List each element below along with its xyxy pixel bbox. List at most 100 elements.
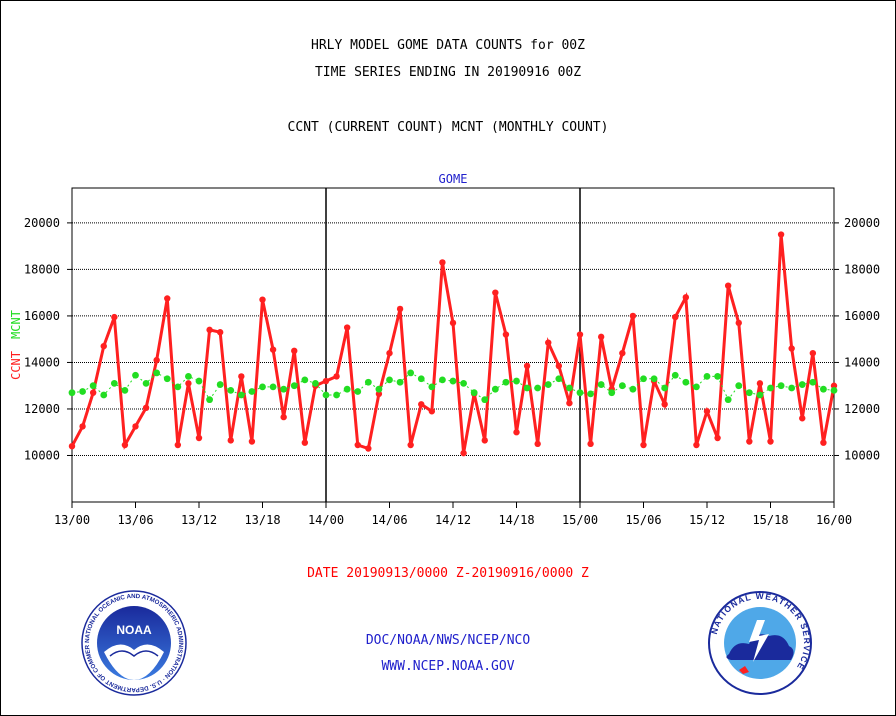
data-point-ccnt	[100, 342, 107, 350]
data-point-mcnt	[481, 396, 489, 404]
data-point-ccnt	[735, 319, 742, 327]
x-tick-label: 15/12	[689, 513, 725, 527]
data-point-mcnt	[110, 379, 118, 387]
data-point-ccnt	[418, 401, 425, 408]
data-point-ccnt	[407, 441, 414, 449]
data-point-mcnt	[322, 391, 330, 399]
x-tick-label: 14/12	[435, 513, 471, 527]
y-axis-label: CCNT MCNT	[9, 310, 23, 380]
data-point-mcnt	[777, 382, 785, 390]
y-tick-label-left: 12000	[24, 402, 60, 416]
organization-label: DOC/NOAA/NWS/NCEP/NCO	[365, 633, 531, 648]
data-point-mcnt	[618, 382, 626, 390]
data-point-ccnt	[513, 429, 520, 436]
y-axis-label-ccnt: CCNT	[9, 351, 23, 380]
data-point-ccnt	[216, 329, 224, 336]
data-point-mcnt	[333, 391, 340, 399]
data-point-ccnt	[227, 437, 234, 444]
data-point-mcnt	[439, 376, 446, 384]
data-point-ccnt	[566, 399, 573, 407]
data-point-ccnt	[460, 449, 467, 457]
data-point-ccnt	[354, 441, 361, 449]
data-point-ccnt	[746, 438, 753, 445]
chart-subtitle: CCNT (CURRENT COUNT) MCNT (MONTHLY COUNT…	[287, 120, 609, 135]
data-point-ccnt	[481, 437, 488, 444]
data-point-mcnt	[375, 385, 383, 393]
data-point-mcnt	[576, 389, 584, 397]
data-point-ccnt	[428, 408, 436, 415]
data-point-mcnt	[68, 389, 76, 397]
x-tick-label: 13/12	[181, 513, 217, 527]
nws-logo: NATIONAL WEATHER SERVICE	[708, 591, 812, 695]
data-point-mcnt	[216, 381, 224, 388]
x-tick-label: 13/00	[54, 513, 90, 527]
data-point-ccnt	[111, 313, 118, 321]
data-point-mcnt	[428, 383, 436, 391]
plot-area	[71, 187, 835, 503]
y-axis-label-group: CCNT MCNT	[9, 310, 23, 380]
data-point-ccnt	[248, 438, 256, 445]
data-point-mcnt	[185, 373, 192, 380]
data-point-mcnt	[555, 375, 563, 383]
data-point-ccnt	[555, 362, 563, 370]
y-tick-label-right: 14000	[844, 355, 880, 369]
data-point-ccnt	[523, 362, 531, 370]
website-link[interactable]: WWW.NCEP.NOAA.GOV	[381, 659, 515, 674]
y-axis-label-mcnt: MCNT	[9, 310, 23, 339]
date-range-label: DATE 20190913/0000 Z-20190916/0000 Z	[307, 566, 589, 581]
y-tick-label-left: 18000	[24, 262, 60, 276]
data-point-ccnt	[777, 231, 785, 238]
data-point-mcnt	[79, 388, 86, 395]
data-point-ccnt	[492, 289, 499, 296]
data-point-ccnt	[820, 439, 827, 446]
data-point-ccnt	[301, 439, 309, 446]
data-point-mcnt	[767, 384, 774, 392]
data-point-ccnt	[185, 380, 192, 387]
data-point-ccnt	[322, 377, 330, 385]
data-point-mcnt	[174, 383, 182, 391]
data-point-mcnt	[682, 378, 690, 386]
data-point-mcnt	[650, 375, 658, 383]
data-point-ccnt	[269, 346, 277, 353]
y-tick-label-right: 18000	[844, 262, 880, 276]
data-point-ccnt	[788, 345, 795, 352]
data-point-mcnt	[534, 384, 542, 392]
data-point-mcnt	[724, 396, 732, 404]
data-point-mcnt	[703, 373, 711, 380]
data-point-mcnt	[354, 388, 362, 395]
data-point-ccnt	[640, 441, 647, 449]
data-point-ccnt	[174, 441, 182, 449]
data-point-mcnt	[693, 383, 700, 391]
data-point-ccnt	[79, 423, 86, 430]
data-point-ccnt	[672, 313, 679, 321]
y-tick-label-right: 10000	[844, 448, 880, 462]
data-point-mcnt	[280, 385, 288, 393]
data-point-ccnt	[206, 326, 213, 334]
data-point-ccnt	[809, 349, 817, 357]
data-point-ccnt	[756, 380, 764, 387]
data-point-ccnt	[587, 440, 594, 448]
data-point-ccnt	[238, 373, 245, 380]
data-point-mcnt	[386, 376, 393, 384]
data-point-mcnt	[566, 384, 573, 392]
panel-label: GOME	[439, 172, 468, 186]
x-tick-label: 14/18	[498, 513, 534, 527]
data-point-ccnt	[682, 294, 690, 301]
data-point-mcnt	[142, 379, 150, 387]
data-point-mcnt	[523, 384, 531, 392]
data-point-mcnt	[312, 379, 319, 387]
data-point-ccnt	[132, 423, 139, 430]
data-point-mcnt	[343, 385, 351, 393]
data-point-ccnt	[661, 401, 668, 408]
data-point-ccnt	[164, 295, 171, 302]
chart-title: HRLY MODEL GOME DATA COUNTS for 00Z	[311, 38, 585, 53]
data-point-mcnt	[640, 375, 647, 383]
data-point-mcnt	[132, 371, 139, 379]
data-point-mcnt	[417, 375, 425, 383]
data-point-mcnt	[259, 383, 266, 391]
data-point-ccnt	[396, 305, 404, 313]
y-tick-label-left: 14000	[24, 355, 60, 369]
y-tick-label-left: 20000	[24, 216, 60, 230]
data-point-ccnt	[153, 356, 160, 364]
